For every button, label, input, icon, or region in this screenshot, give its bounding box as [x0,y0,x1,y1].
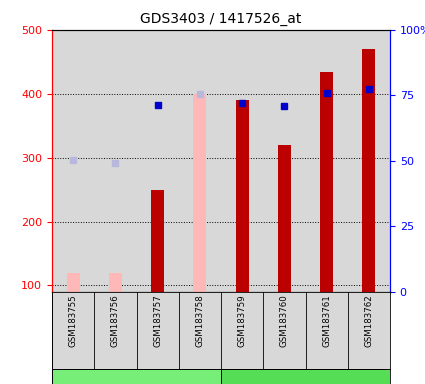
Bar [94,30,136,292]
Bar [136,30,179,292]
Bar [151,190,164,292]
Bar [221,30,263,292]
Bar [363,49,375,292]
Bar [52,369,221,384]
Bar [320,71,333,292]
Bar [306,30,348,292]
Bar [193,94,206,292]
Bar [263,30,306,292]
Text: GSM183755: GSM183755 [68,294,78,347]
Text: GSM183762: GSM183762 [364,294,374,347]
Bar [348,30,390,292]
Text: GSM183757: GSM183757 [153,294,162,347]
Text: GSM183761: GSM183761 [322,294,331,347]
Bar [179,30,221,292]
Bar [52,30,94,292]
Title: GDS3403 / 1417526_at: GDS3403 / 1417526_at [140,12,302,26]
Text: GSM183756: GSM183756 [111,294,120,347]
Text: GSM183758: GSM183758 [196,294,204,347]
Bar [67,273,79,292]
Bar [109,273,122,292]
Bar [236,100,249,292]
Bar [278,145,291,292]
Bar [221,369,390,384]
Text: GSM183759: GSM183759 [238,294,246,347]
Text: GSM183760: GSM183760 [280,294,289,347]
